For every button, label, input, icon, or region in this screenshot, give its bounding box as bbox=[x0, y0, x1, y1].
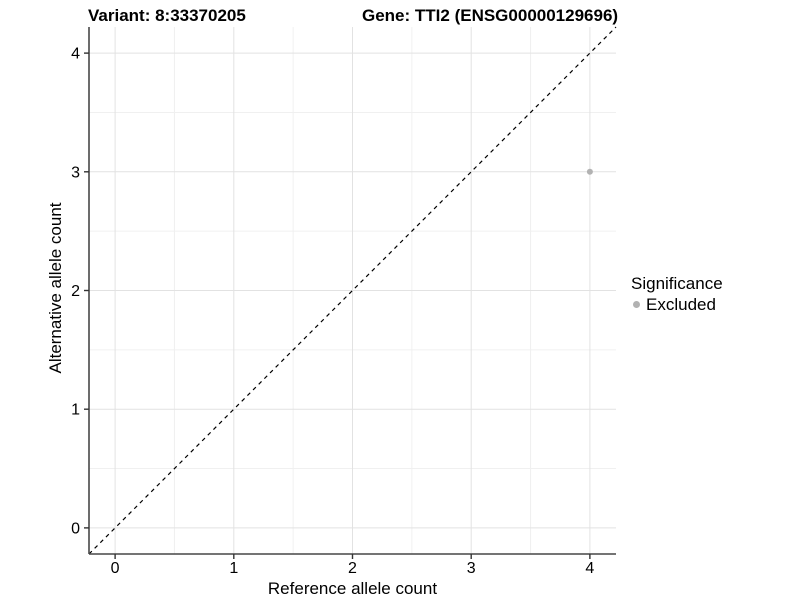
legend-item-label: Excluded bbox=[646, 295, 716, 314]
legend-item-excluded: Excluded bbox=[631, 295, 723, 314]
x-tick-label: 3 bbox=[467, 560, 476, 577]
x-tick-label: 4 bbox=[585, 560, 594, 577]
x-axis-title: Reference allele count bbox=[267, 579, 438, 598]
excluded-marker-icon bbox=[633, 301, 640, 308]
x-tick-label: 1 bbox=[229, 560, 238, 577]
legend-title: Significance bbox=[631, 274, 723, 293]
x-tick-label: 2 bbox=[348, 560, 357, 577]
y-tick-label: 3 bbox=[71, 164, 80, 181]
y-tick-label: 4 bbox=[71, 46, 80, 63]
y-tick-label: 1 bbox=[71, 402, 80, 419]
x-tick-label: 0 bbox=[111, 560, 120, 577]
legend: Significance Excluded bbox=[631, 274, 723, 314]
data-point bbox=[586, 168, 593, 175]
y-tick-label: 0 bbox=[71, 520, 80, 537]
variant-title: Variant: 8:33370205 bbox=[88, 6, 246, 25]
gene-title: Gene: TTI2 (ENSG00000129696) bbox=[362, 6, 619, 25]
y-tick-label: 2 bbox=[71, 283, 80, 300]
